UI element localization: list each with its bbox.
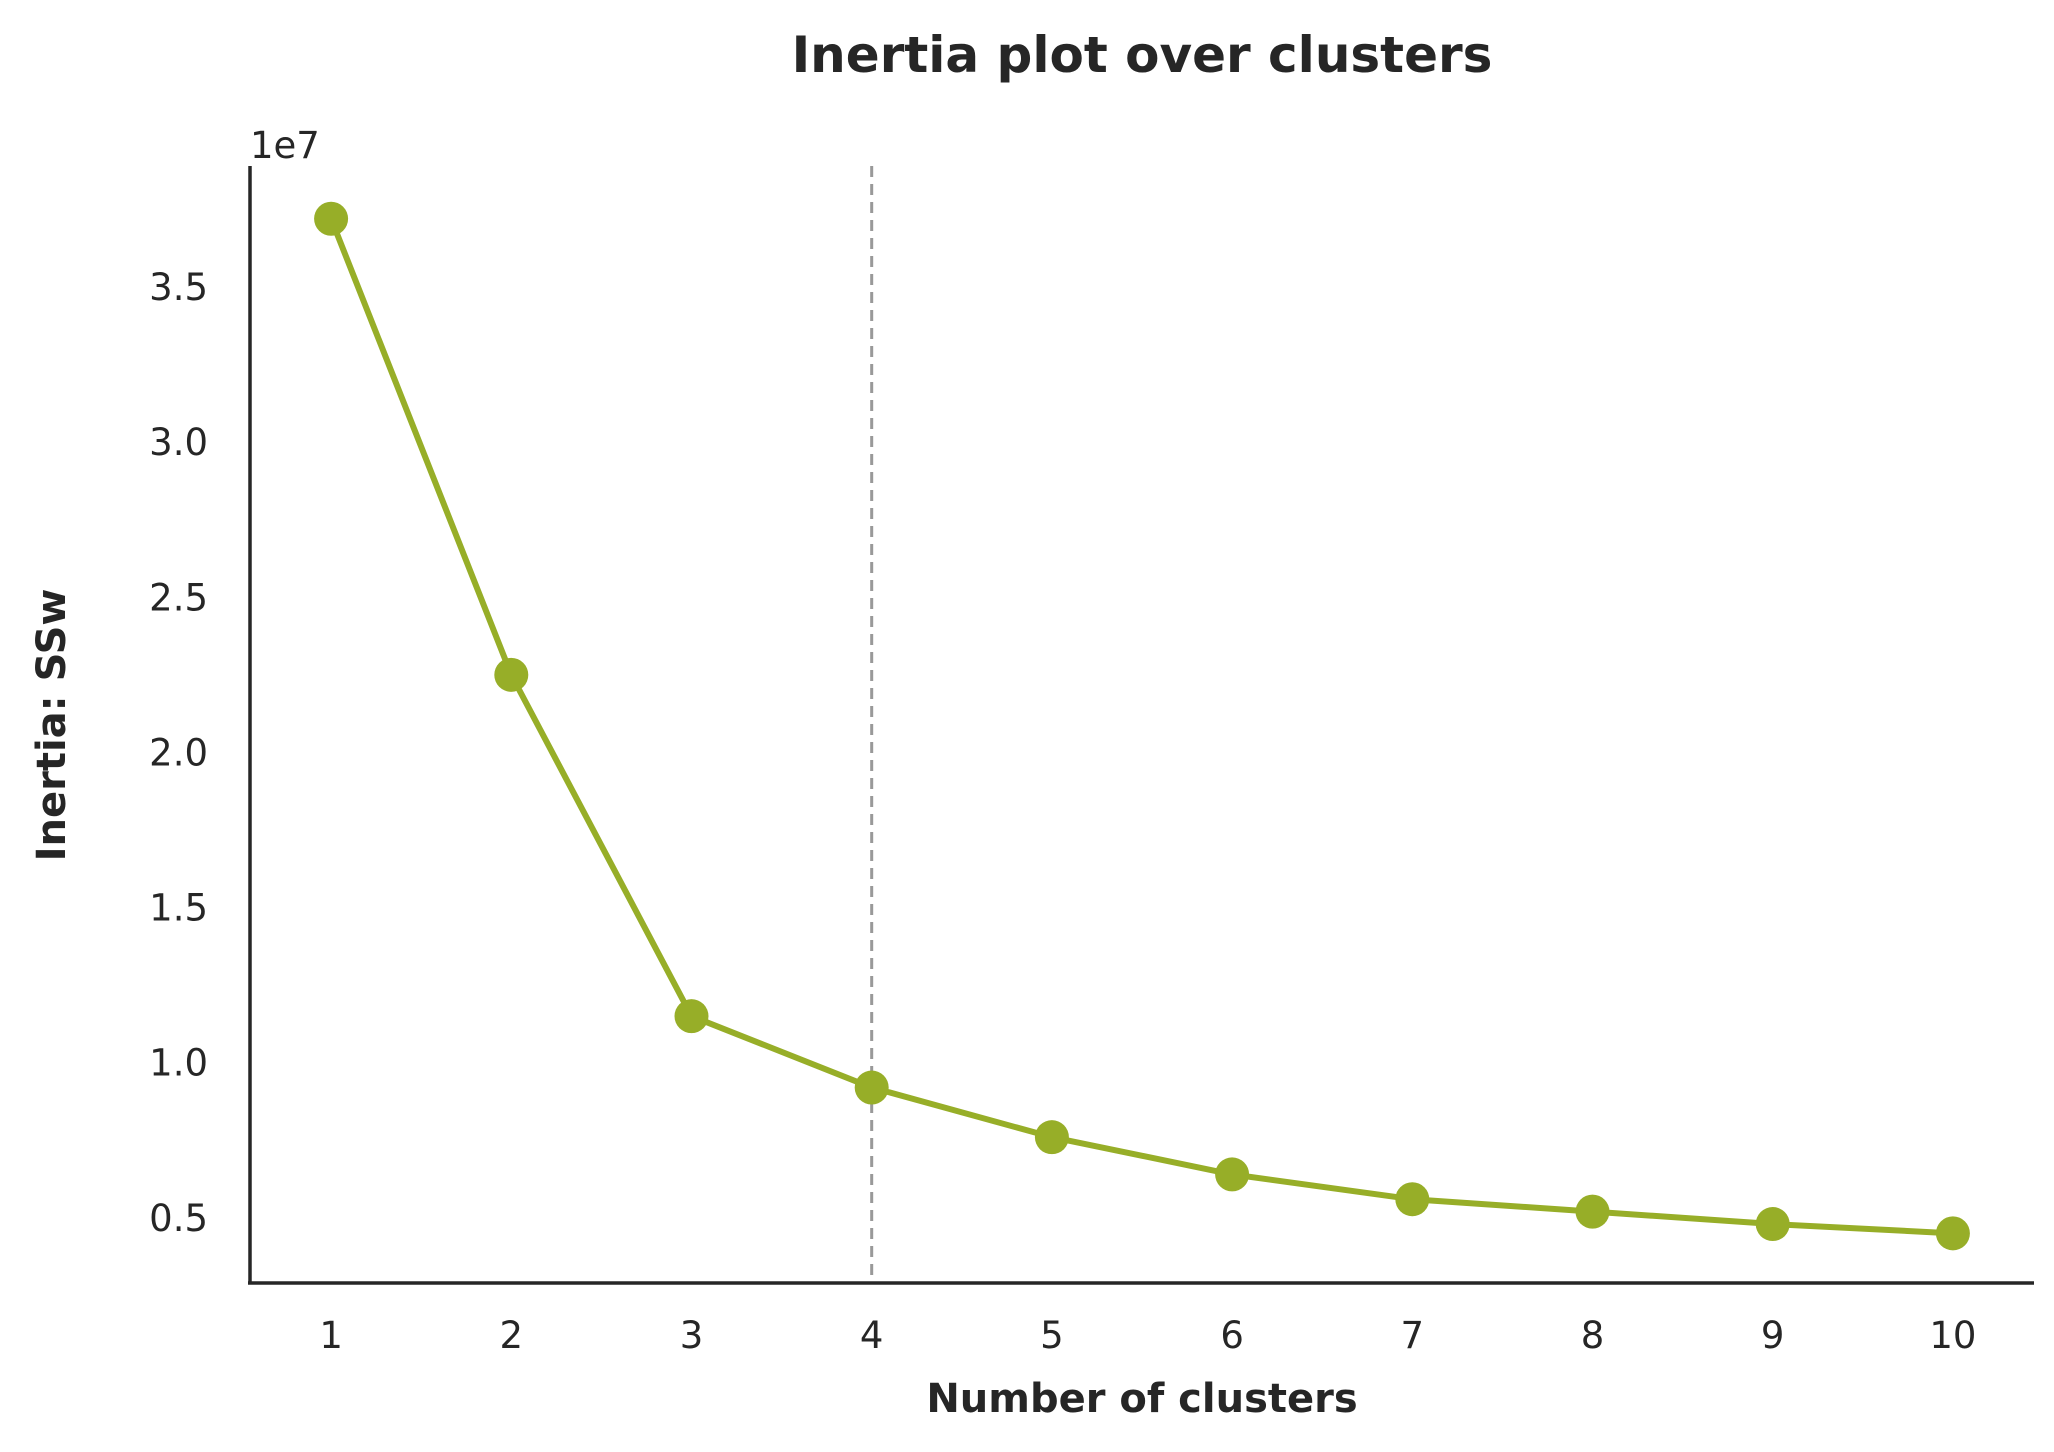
y-tick-label: 2.5 bbox=[149, 576, 208, 619]
x-tick-label: 4 bbox=[860, 1314, 884, 1357]
data-point bbox=[1034, 1120, 1069, 1155]
x-tick-label: 8 bbox=[1581, 1314, 1605, 1357]
x-tick-label: 2 bbox=[500, 1314, 524, 1357]
x-tick-label: 1 bbox=[319, 1314, 343, 1357]
data-point bbox=[1935, 1216, 1970, 1251]
data-point bbox=[854, 1070, 889, 1105]
y-tick-label: 1.5 bbox=[149, 887, 208, 930]
y-tick-labels: 0.5 1.0 1.5 2.0 2.5 3.0 3.5 bbox=[149, 266, 208, 1240]
data-point bbox=[494, 657, 529, 692]
x-tick-label: 6 bbox=[1220, 1314, 1244, 1357]
y-tick-label: 0.5 bbox=[149, 1197, 208, 1240]
series-line bbox=[328, 215, 1956, 1237]
y-tick-label: 2.0 bbox=[149, 731, 208, 774]
y-tick-label: 3.5 bbox=[149, 266, 208, 309]
x-tick-label: 7 bbox=[1401, 1314, 1425, 1357]
data-point bbox=[1755, 1207, 1790, 1242]
data-point bbox=[1575, 1194, 1610, 1229]
x-tick-label: 10 bbox=[1929, 1314, 1976, 1357]
x-tick-label: 5 bbox=[1040, 1314, 1064, 1357]
data-point bbox=[1215, 1157, 1250, 1192]
x-axis-label: Number of clusters bbox=[926, 1376, 1357, 1422]
y-axis-label: Inertia: SSw bbox=[29, 589, 75, 862]
x-tick-labels: 1 2 3 4 5 6 7 8 9 10 bbox=[319, 1314, 1976, 1357]
chart-title: Inertia plot over clusters bbox=[792, 26, 1493, 84]
y-offset-label: 1e7 bbox=[250, 124, 320, 167]
y-tick-label: 1.0 bbox=[149, 1042, 208, 1085]
series-points bbox=[314, 201, 1970, 1251]
data-point bbox=[314, 201, 349, 236]
data-point bbox=[1395, 1182, 1430, 1217]
y-tick-label: 3.0 bbox=[149, 421, 208, 464]
x-tick-label: 3 bbox=[680, 1314, 704, 1357]
x-tick-label: 9 bbox=[1761, 1314, 1785, 1357]
data-point bbox=[674, 999, 709, 1034]
